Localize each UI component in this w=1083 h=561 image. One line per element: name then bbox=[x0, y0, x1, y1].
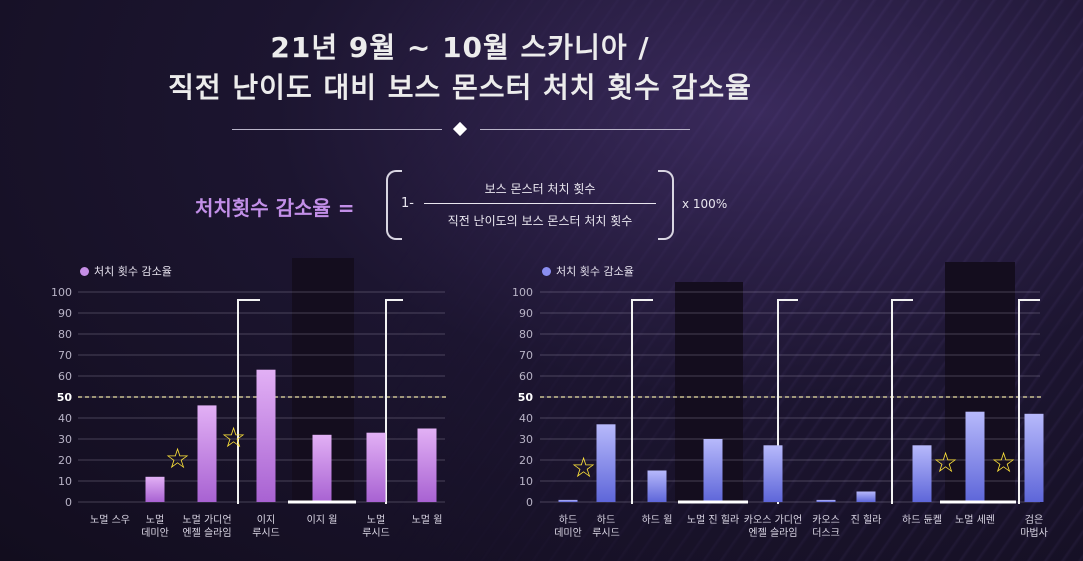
x-tick-label: 노멀 세렌 bbox=[955, 515, 995, 526]
y-tick-label: 20 bbox=[58, 454, 72, 467]
bar bbox=[145, 476, 165, 502]
group-bracket bbox=[385, 299, 403, 504]
bar bbox=[763, 445, 783, 502]
divider-left bbox=[232, 129, 442, 130]
x-tick-label: 하드 루시드 bbox=[592, 515, 620, 539]
x-tick-label: 노멀 가디언 엔젤 슬라임 bbox=[182, 515, 232, 539]
formula-fraction-line bbox=[424, 203, 656, 204]
bar bbox=[912, 445, 932, 502]
title-line-2: 직전 난이도 대비 보스 몬스터 처치 횟수 감소율 bbox=[168, 71, 752, 104]
formula-multiplier: x 100% bbox=[682, 197, 728, 211]
y-tick-label: 20 bbox=[519, 454, 533, 467]
chart-1-legend: 처치 횟수 감소율 bbox=[80, 263, 172, 279]
x-tick-label: 이지 윌 bbox=[306, 515, 338, 526]
divider-right bbox=[480, 129, 690, 130]
formula-paren-left bbox=[386, 170, 402, 240]
bar bbox=[197, 405, 217, 502]
y-tick-label: 60 bbox=[519, 370, 533, 383]
x-tick-label: 노멀 데미안 bbox=[141, 515, 169, 539]
x-tick-label: 진 힐라 bbox=[850, 515, 882, 526]
bar bbox=[1024, 413, 1044, 502]
chart-2-legend-swatch bbox=[542, 266, 551, 276]
chart-1-legend-label: 처치 횟수 감소율 bbox=[94, 265, 172, 278]
x-tick-label: 하드 윌 bbox=[641, 515, 673, 526]
bar bbox=[965, 411, 985, 502]
group-bracket bbox=[777, 299, 798, 504]
bar bbox=[417, 428, 437, 502]
formula-denominator: 직전 난이도의 보스 몬스터 처치 횟수 bbox=[447, 214, 633, 228]
y-tick-label: 50 bbox=[518, 391, 534, 404]
y-tick-label: 50 bbox=[57, 391, 73, 404]
group-bracket bbox=[631, 299, 653, 504]
chart-2-legend-label: 처치 횟수 감소율 bbox=[556, 265, 634, 278]
y-tick-label: 90 bbox=[58, 307, 72, 320]
bar bbox=[596, 424, 616, 502]
star-icon: ☆ bbox=[221, 421, 247, 454]
x-tick-label: 카오스 가디언 엔젤 슬라임 bbox=[743, 515, 803, 539]
group-bracket bbox=[1018, 299, 1040, 504]
formula-numerator: 보스 몬스터 처치 횟수 bbox=[484, 182, 596, 196]
x-tick-label: 노멀 진 힐라 bbox=[686, 515, 740, 526]
star-icon: ☆ bbox=[571, 451, 597, 484]
y-tick-label: 0 bbox=[65, 496, 72, 509]
bar bbox=[312, 434, 332, 502]
x-tick-label: 이지 루시드 bbox=[252, 515, 280, 539]
title-line-1: 21년 9월 ~ 10월 스카니아 / bbox=[270, 31, 650, 64]
group-bracket bbox=[891, 299, 913, 504]
y-tick-label: 40 bbox=[519, 412, 533, 425]
formula-label: 처치횟수 감소율 = bbox=[195, 196, 355, 220]
bar bbox=[647, 470, 667, 502]
x-tick-label: 하드 데미안 bbox=[554, 515, 582, 539]
bar bbox=[256, 369, 276, 502]
y-tick-label: 70 bbox=[58, 349, 72, 362]
x-tick-label: 카오스 더스크 bbox=[812, 515, 840, 539]
star-icon: ☆ bbox=[933, 446, 959, 479]
y-tick-label: 80 bbox=[58, 328, 72, 341]
formula-paren-right bbox=[658, 170, 674, 240]
x-tick-label: 하드 듄켈 bbox=[902, 515, 942, 526]
y-tick-label: 100 bbox=[512, 286, 533, 299]
x-tick-label: 노멀 루시드 bbox=[362, 515, 390, 539]
x-tick-label: 노멀 윌 bbox=[411, 515, 443, 526]
bar bbox=[366, 432, 386, 502]
y-tick-label: 10 bbox=[519, 475, 533, 488]
star-icon: ☆ bbox=[165, 442, 191, 475]
bar bbox=[816, 499, 836, 502]
formula-one-minus: 1- bbox=[401, 196, 414, 211]
group-bracket bbox=[237, 299, 260, 504]
y-tick-label: 10 bbox=[58, 475, 72, 488]
y-tick-label: 60 bbox=[58, 370, 72, 383]
bar bbox=[856, 491, 876, 502]
y-tick-label: 0 bbox=[526, 496, 533, 509]
y-tick-label: 80 bbox=[519, 328, 533, 341]
y-tick-label: 30 bbox=[58, 433, 72, 446]
y-tick-label: 40 bbox=[58, 412, 72, 425]
x-tick-label: 노멀 스우 bbox=[90, 515, 130, 526]
y-tick-label: 90 bbox=[519, 307, 533, 320]
y-tick-label: 30 bbox=[519, 433, 533, 446]
chart-1-legend-swatch bbox=[80, 266, 89, 276]
bar bbox=[558, 499, 578, 502]
y-tick-label: 100 bbox=[51, 286, 72, 299]
chart-2-legend: 처치 횟수 감소율 bbox=[542, 263, 634, 279]
y-tick-label: 70 bbox=[519, 349, 533, 362]
x-tick-label: 검은 마법사 bbox=[1020, 515, 1048, 539]
star-icon: ☆ bbox=[991, 446, 1017, 479]
bar bbox=[703, 439, 723, 502]
